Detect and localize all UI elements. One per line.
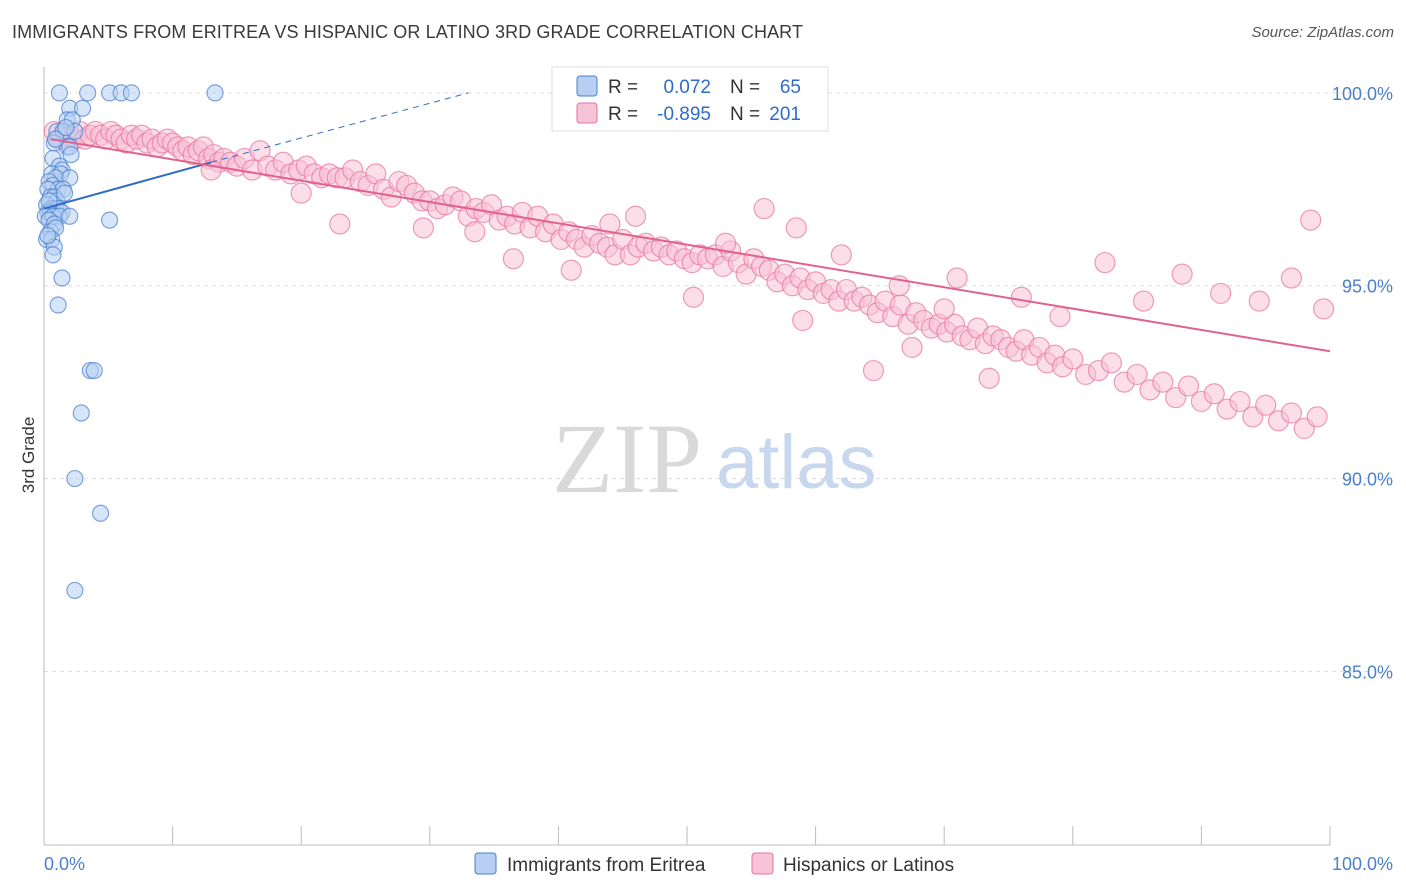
grid-layer <box>44 92 1370 672</box>
watermark-zip-text: ZIP <box>552 403 702 514</box>
point-blue-57 <box>66 469 84 488</box>
point-pink-190 <box>714 232 737 254</box>
correlation-legend: R = 0.072 N = 65 R = -0.895 N = 201 <box>551 66 829 132</box>
x-tick-label-0: 0.0% <box>44 854 85 874</box>
point-blue-55 <box>85 361 103 380</box>
legend-swatch-pink <box>576 102 598 124</box>
point-pink-164 <box>412 217 434 239</box>
point-blue-61 <box>55 184 74 202</box>
point-pink-183 <box>1300 209 1322 231</box>
point-pink-160 <box>1280 402 1303 424</box>
point-pink-165 <box>560 259 582 281</box>
series-blue <box>36 84 224 600</box>
y-tick-label-2: 90.0% <box>1342 470 1393 490</box>
point-pink-186 <box>329 213 351 235</box>
trendline-blue <box>43 161 212 210</box>
trend-layer <box>43 92 1331 353</box>
point-pink-193 <box>933 298 955 320</box>
point-pink-174 <box>978 367 1000 389</box>
point-blue-7 <box>73 99 92 117</box>
series-layer <box>36 84 1335 600</box>
point-pink-154 <box>1203 383 1225 405</box>
point-blue-42 <box>61 207 79 225</box>
point-blue-0 <box>50 84 69 102</box>
point-pink-187 <box>464 221 486 243</box>
point-pink-166 <box>624 205 647 227</box>
point-pink-156 <box>1229 390 1251 413</box>
legend-r-value-2: -0.895 <box>657 104 711 125</box>
point-pink-167 <box>682 286 705 308</box>
point-pink-172 <box>901 336 923 359</box>
point-pink-143 <box>1062 348 1084 370</box>
legend-box <box>551 66 829 132</box>
point-blue-51 <box>44 246 62 264</box>
watermark: ZIP atlas <box>552 403 877 514</box>
series-pink <box>43 120 1335 440</box>
point-pink-173 <box>946 267 968 289</box>
point-pink-189 <box>599 213 621 235</box>
point-pink-178 <box>1132 290 1155 312</box>
point-pink-177 <box>1094 251 1116 274</box>
legend-swatch-blue <box>576 75 598 97</box>
point-pink-158 <box>1255 394 1277 416</box>
series-legend-swatch-eritrea <box>474 852 497 875</box>
point-blue-1 <box>79 84 97 102</box>
point-pink-184 <box>1312 298 1335 320</box>
point-pink-182 <box>1280 267 1303 289</box>
x-tick-labels: 0.0% 100.0% <box>44 854 1393 874</box>
y-tick-label-1: 95.0% <box>1342 277 1393 297</box>
y-tick-label-3: 85.0% <box>1342 662 1393 682</box>
series-legend-label-hispanic: Hispanics or Latinos <box>783 855 954 876</box>
point-blue-52 <box>53 269 71 287</box>
point-pink-162 <box>1306 406 1328 428</box>
point-pink-185 <box>290 182 312 204</box>
point-blue-58 <box>91 504 110 522</box>
point-pink-181 <box>1248 290 1270 312</box>
trendline-blue-extension <box>211 92 469 163</box>
y-axis-title: 3rd Grade <box>19 417 38 494</box>
point-blue-16 <box>62 145 80 164</box>
point-pink-170 <box>830 244 852 266</box>
point-pink-150 <box>1152 371 1174 393</box>
series-legend-label-eritrea: Immigrants from Eritrea <box>507 855 706 876</box>
point-blue-5 <box>206 84 224 102</box>
legend-r-value-1: 0.072 <box>663 77 711 98</box>
legend-r-label-2: R = <box>608 104 638 125</box>
series-legend-swatch-hispanic <box>751 852 774 875</box>
point-pink-176 <box>1049 305 1071 328</box>
legend-n-label-1: N = <box>730 77 760 98</box>
point-blue-4 <box>122 84 141 102</box>
trendline-pink <box>50 138 1331 353</box>
point-blue-53 <box>49 296 67 314</box>
source-label: Source: ZipAtlas.com <box>1251 24 1394 41</box>
point-pink-148 <box>1126 363 1148 386</box>
point-pink-171 <box>862 359 885 382</box>
chart-title: IMMIGRANTS FROM ERITREA VS HISPANIC OR L… <box>12 22 804 42</box>
watermark-atlas-text: atlas <box>716 420 877 505</box>
point-blue-45 <box>100 211 119 229</box>
point-pink-179 <box>1171 263 1193 285</box>
point-blue-56 <box>72 404 90 422</box>
point-pink-152 <box>1177 375 1200 397</box>
series-legend: Immigrants from Eritrea Hispanics or Lat… <box>474 852 954 876</box>
point-blue-64 <box>40 192 58 210</box>
point-pink-175 <box>1010 286 1032 308</box>
point-pink-168 <box>753 197 775 220</box>
legend-n-value-1: 65 <box>780 77 801 98</box>
y-tick-label-0: 100.0% <box>1332 84 1393 104</box>
y-tick-labels: 100.0% 95.0% 90.0% 85.0% <box>1332 84 1393 683</box>
point-blue-60 <box>39 226 57 245</box>
point-pink-169 <box>792 309 814 332</box>
legend-n-value-2: 201 <box>769 104 801 125</box>
legend-r-label-1: R = <box>608 77 638 98</box>
point-pink-191 <box>785 217 807 239</box>
point-blue-63 <box>57 118 75 137</box>
point-pink-146 <box>1100 352 1122 374</box>
legend-n-label-2: N = <box>730 104 760 125</box>
point-pink-188 <box>502 248 524 270</box>
x-tick-label-1: 100.0% <box>1332 854 1393 874</box>
point-blue-59 <box>66 581 84 600</box>
point-pink-180 <box>1210 282 1232 305</box>
